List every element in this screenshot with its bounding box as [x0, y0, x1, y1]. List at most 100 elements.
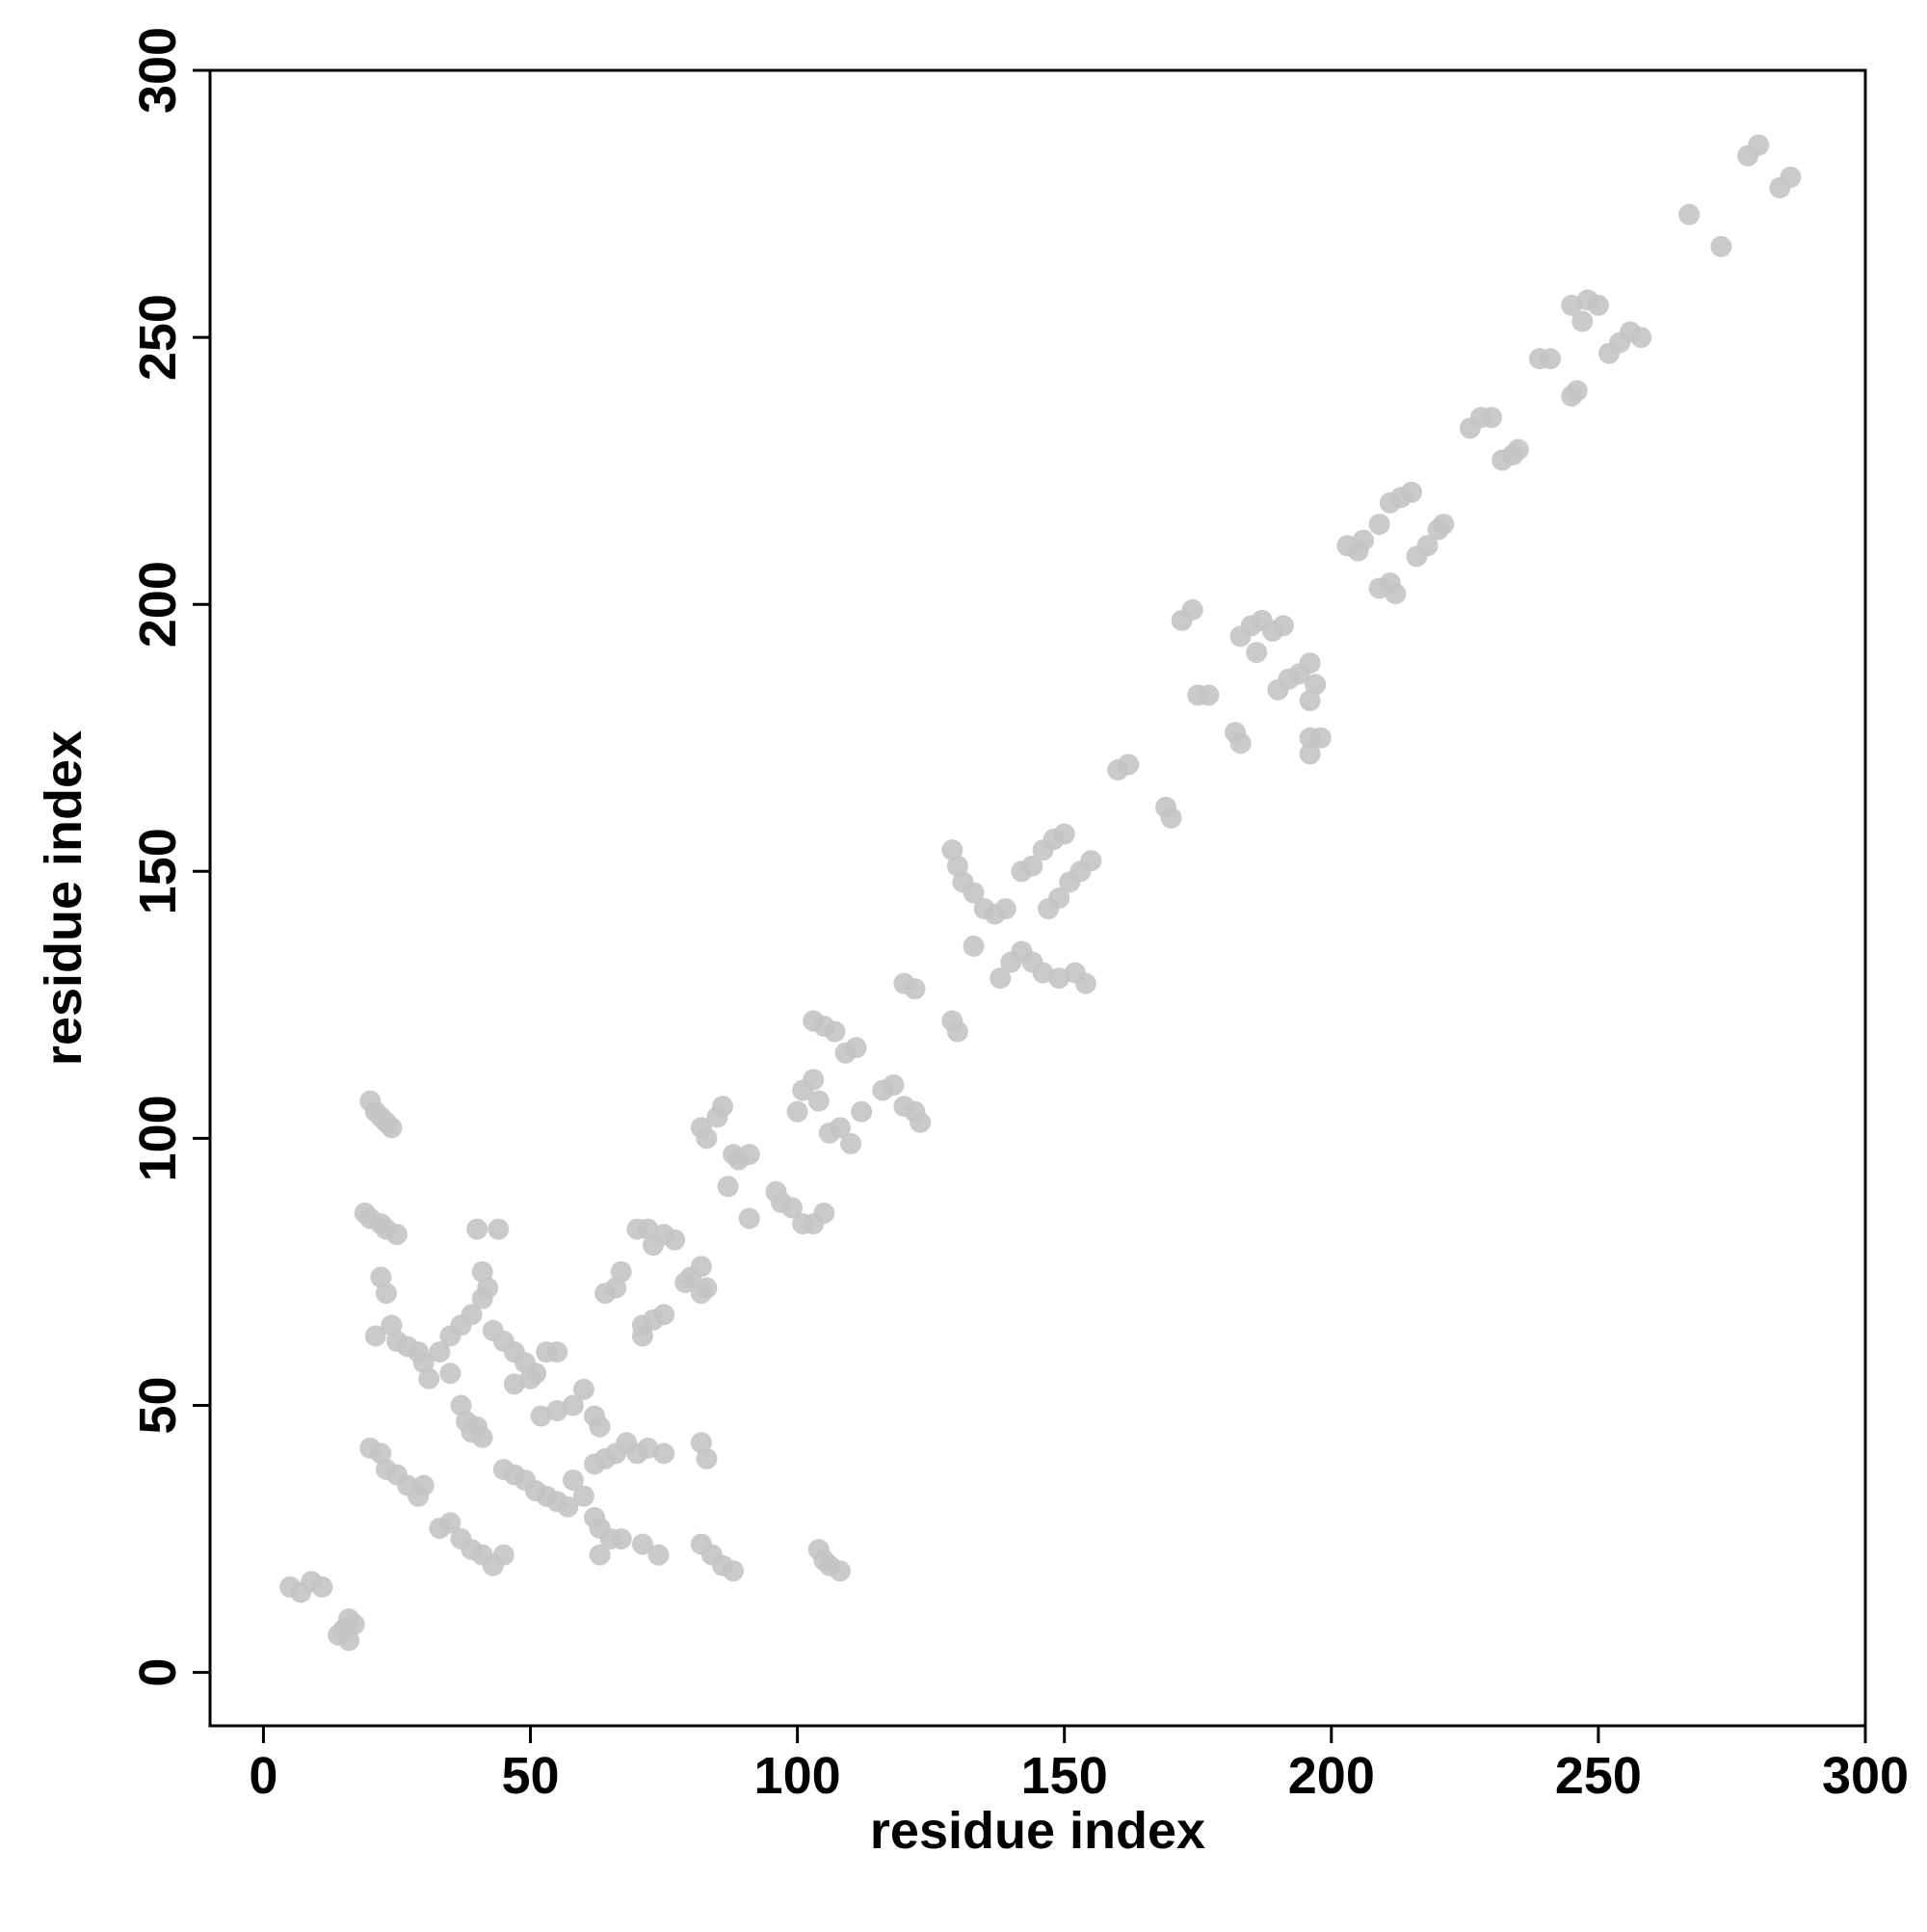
contact-point: [738, 1207, 760, 1230]
x-tick-label: 100: [754, 1747, 841, 1805]
contact-point: [1021, 855, 1043, 877]
contact-point: [311, 1575, 333, 1598]
y-tick-label: 150: [129, 828, 187, 914]
contact-point: [471, 1426, 493, 1448]
x-tick-label: 50: [501, 1747, 559, 1805]
contact-point: [647, 1544, 670, 1566]
contact-point: [1181, 598, 1203, 621]
contact-point: [338, 1629, 360, 1652]
contact-point: [1416, 535, 1439, 557]
contact-point: [653, 1304, 675, 1326]
x-axis-title: residue index: [870, 1802, 1205, 1860]
contact-point: [1074, 972, 1096, 994]
contact-point: [1299, 743, 1321, 765]
contact-point: [466, 1218, 488, 1240]
contact-point: [1309, 727, 1332, 749]
contact-point: [546, 1400, 568, 1422]
contact-point: [381, 1117, 403, 1139]
contact-point: [503, 1373, 525, 1395]
contact-point: [946, 855, 968, 877]
y-tick-label: 250: [129, 294, 187, 381]
contact-point: [696, 1447, 718, 1469]
contact-point: [530, 1405, 552, 1427]
contact-point: [412, 1474, 435, 1496]
contact-point: [492, 1544, 515, 1566]
contact-point: [1246, 642, 1268, 664]
contact-point: [690, 1256, 712, 1278]
x-tick-label: 0: [249, 1747, 277, 1805]
contact-point: [813, 1202, 835, 1224]
contact-point: [941, 839, 964, 861]
contact-point: [803, 1069, 825, 1091]
contact-point: [1053, 823, 1075, 845]
contact-point: [1566, 380, 1588, 402]
contact-point: [1481, 407, 1503, 429]
contact-point: [781, 1197, 804, 1219]
contact-point: [1561, 294, 1583, 316]
contact-point: [1118, 754, 1140, 776]
contact-point: [631, 1533, 653, 1555]
contact-point: [712, 1096, 734, 1118]
contact-point: [1353, 529, 1375, 551]
contact-point: [723, 1560, 745, 1582]
contact-point: [461, 1304, 483, 1326]
contact-point: [1540, 348, 1562, 370]
contact-point: [477, 1277, 499, 1299]
contact-point: [824, 1020, 846, 1043]
contact-point: [717, 1176, 739, 1198]
contact-point: [738, 1144, 760, 1166]
contact-point: [1299, 652, 1321, 675]
contact-point: [696, 1277, 718, 1299]
contact-point: [631, 1325, 653, 1347]
contact-point: [1678, 203, 1701, 225]
contact-point: [488, 1218, 510, 1240]
contact-point: [1229, 732, 1252, 754]
contact-point: [429, 1341, 451, 1363]
contact-point: [1299, 689, 1321, 711]
contact-point: [1368, 514, 1390, 536]
y-tick-label: 100: [129, 1095, 187, 1181]
contact-point: [1385, 583, 1407, 605]
contact-point: [572, 1378, 594, 1400]
contact-point: [1748, 134, 1770, 156]
contact-point: [883, 1073, 905, 1096]
y-tick-label: 50: [129, 1376, 187, 1434]
contact-point: [946, 1020, 968, 1043]
contact-point: [1400, 481, 1422, 503]
contact-point: [1305, 674, 1327, 696]
contact-point: [829, 1560, 851, 1582]
contact-point: [439, 1512, 462, 1534]
contact-point: [385, 1224, 408, 1246]
x-tick-label: 250: [1555, 1747, 1642, 1805]
contact-point: [1160, 807, 1182, 829]
contact-point: [364, 1325, 386, 1347]
contact-point: [610, 1528, 632, 1550]
contact-point: [807, 1090, 830, 1112]
contact-point: [1198, 684, 1220, 706]
contact-point: [910, 1111, 932, 1133]
contact-point: [546, 1341, 568, 1363]
x-tick-label: 150: [1021, 1747, 1108, 1805]
contact-point: [589, 1544, 611, 1566]
contact-point: [1571, 310, 1594, 332]
y-tick-label: 200: [129, 561, 187, 648]
contact-point: [829, 1117, 851, 1139]
contact-point: [1587, 294, 1609, 316]
contact-point: [370, 1266, 392, 1288]
contact-point: [1272, 615, 1294, 637]
contact-point: [963, 935, 985, 957]
contact-point: [840, 1132, 862, 1154]
y-tick-label: 0: [129, 1658, 187, 1687]
x-tick-label: 200: [1288, 1747, 1375, 1805]
contact-point: [370, 1442, 392, 1465]
contact-point: [1630, 327, 1652, 349]
contact-point: [994, 898, 1016, 920]
y-axis-title: residue index: [35, 730, 92, 1066]
contact-point: [1780, 166, 1802, 188]
contact-point: [904, 978, 926, 1000]
contact-point: [412, 1352, 435, 1374]
contact-point: [338, 1608, 360, 1630]
contact-point: [439, 1363, 462, 1385]
